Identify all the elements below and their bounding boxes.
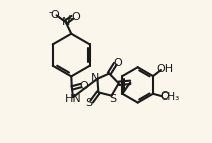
Text: HN: HN	[65, 94, 82, 104]
Text: O: O	[114, 57, 122, 67]
Text: O: O	[71, 12, 80, 22]
Text: O: O	[50, 10, 59, 20]
Text: N: N	[91, 73, 99, 83]
Text: O: O	[160, 91, 169, 101]
Text: O: O	[80, 81, 88, 91]
Text: -: -	[49, 7, 53, 17]
Text: CH₃: CH₃	[160, 92, 179, 102]
Text: S: S	[109, 94, 117, 104]
Text: +: +	[65, 14, 72, 23]
Text: OH: OH	[156, 64, 173, 74]
Text: S: S	[86, 98, 93, 108]
Text: N: N	[61, 17, 70, 27]
